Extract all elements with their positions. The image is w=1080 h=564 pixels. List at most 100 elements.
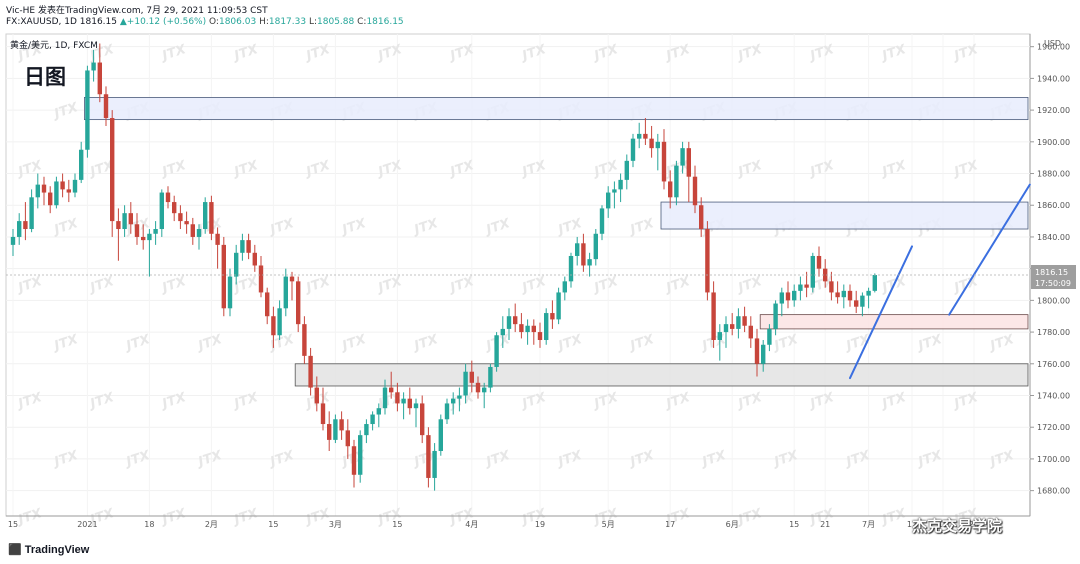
candle-body [103,94,109,119]
watermark-mark: JTX [806,42,837,65]
candle-body [116,221,121,230]
candle-body [823,268,828,282]
watermark-mark: JTX [302,158,333,181]
candle [413,398,419,428]
candle-body [29,197,34,230]
candle [482,382,487,409]
candle [488,363,493,393]
candle-body [506,316,512,329]
candle [550,300,555,329]
y-tick-label: 1680.00 [1037,487,1070,496]
candle [816,246,822,277]
candle-body [810,255,815,288]
candle [85,65,90,158]
candle [103,86,109,126]
watermark-mark: JTX [770,332,801,355]
candle-body [48,192,53,206]
watermark-mark: JTX [50,448,81,471]
candle-body [550,313,555,320]
watermark-mark: JTX [338,332,369,355]
candle-body [730,324,735,329]
candle-body [364,424,369,436]
publish-info: Vic-HE 发表在TradingView.com, 7月 29, 2021 1… [6,3,268,16]
watermark-mark: JTX [50,332,81,355]
candle [116,208,121,261]
x-tick-label: 15 [8,520,18,529]
candle [748,316,753,348]
watermark-mark: JTX [518,42,549,65]
candle [854,290,859,314]
watermark-mark: JTX [734,390,765,413]
zones-layer [84,97,1029,387]
candle-body [674,165,679,198]
price-tag-value: 1816.15 [1035,268,1068,277]
candle-body [339,419,344,431]
candle-body [618,179,623,190]
candle-body [289,276,295,282]
candle-body [265,292,270,317]
candle-body [10,236,16,245]
candle [320,387,326,431]
watermark-mark: JTX [950,158,981,181]
candle [209,195,214,241]
watermark-mark: JTX [50,216,81,239]
candle-body [804,284,809,288]
x-tick-label: 19 [938,520,948,529]
watermark-mark: JTX [410,216,441,239]
x-tick-label: 5月 [602,520,615,529]
candle-body [178,213,183,222]
candle [401,392,406,420]
candle-body [432,450,437,478]
candle-body [370,414,375,425]
candle [153,221,158,245]
candle-body [829,281,834,293]
watermark-mark: JTX [626,448,657,471]
timeframe-label: 日图 [24,65,66,89]
publish-line: Vic-HE 发表在TradingView.com, 7月 29, 2021 1… [6,6,268,16]
candle [382,379,388,415]
candle-body [717,332,722,341]
candle-body [519,324,524,333]
candle-body [668,181,673,198]
watermark-mark: JTX [590,42,621,65]
candle [302,316,307,364]
candle-body [17,221,22,237]
candle [351,439,357,488]
price-tag-countdown: 17:50:09 [1035,279,1071,288]
candle-body [680,148,685,166]
candle [705,221,710,301]
trendlines-layer [849,183,1031,380]
watermark-mark: JTX [230,158,261,181]
time-axis: 15 2021 18 2月 15 3月 15 4月 19 5月 17 6月 15 21 7月 12 19 26 [6,515,1030,529]
tradingview-logo[interactable]: ⁠⬛ TradingView [8,543,89,556]
candle [661,129,667,190]
candle [463,363,468,404]
watermark-mark: JTX [482,448,513,471]
candle [500,316,505,348]
y-tick-label: 1880.00 [1037,170,1070,179]
candle-body [351,446,357,475]
candle-body [754,338,760,364]
candle-body [79,149,84,180]
candle [624,154,629,190]
x-tick-label: 3月 [329,520,342,529]
candle-body [500,328,505,336]
candle [699,197,704,237]
candle [246,233,251,260]
watermark-mark: JTX [14,158,45,181]
candle [66,179,71,203]
candle [420,395,425,444]
candle [655,133,660,171]
candle-body [221,244,226,309]
watermark-mark: JTX [122,332,153,355]
watermark-mark: JTX [734,42,765,65]
candle-body [41,184,47,193]
open-value: 1806.03 [218,17,257,27]
candle-body [711,292,716,341]
symbol-label: FX:XAUUSD, 1D [6,17,77,27]
candle-body [389,387,394,393]
candle-body [531,325,536,333]
candle [296,276,301,333]
close-value: 1816.15 [366,17,404,27]
